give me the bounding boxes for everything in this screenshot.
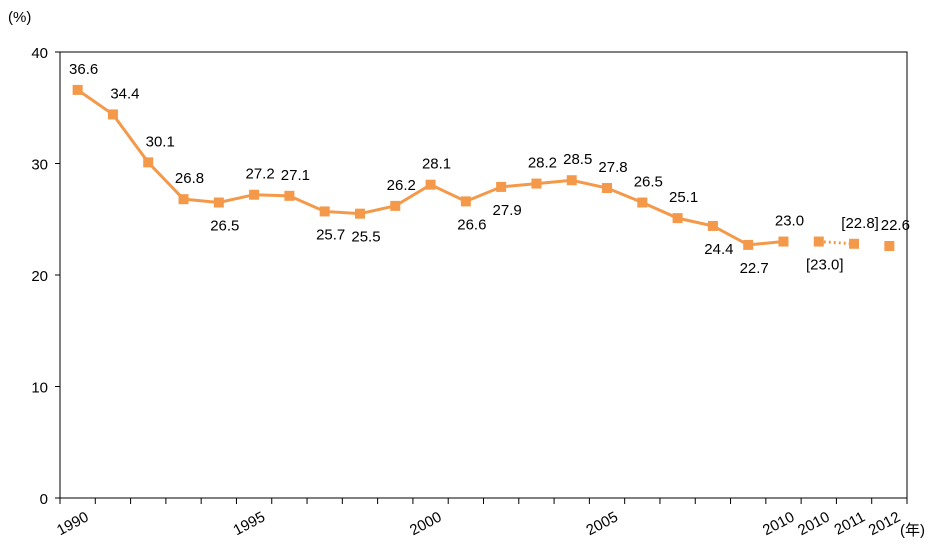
data-label: 27.8 (598, 159, 627, 176)
y-tick-label: 20 (31, 268, 48, 285)
data-label: 25.7 (316, 226, 345, 243)
marker (354, 208, 365, 219)
data-label: 26.5 (634, 174, 663, 191)
data-label: 27.9 (493, 202, 522, 219)
x-tick-label: 2012 (866, 509, 903, 540)
marker (107, 109, 118, 120)
x-axis-label: (年) (900, 522, 925, 539)
data-label: 24.4 (704, 241, 733, 258)
marker (284, 190, 295, 201)
x-tick-label: 2011 (831, 509, 867, 539)
data-label: 22.7 (740, 260, 769, 277)
data-label: 23.0 (775, 213, 804, 230)
data-label: 36.6 (69, 61, 98, 78)
x-tick-label: 1990 (54, 509, 91, 540)
marker (566, 175, 577, 186)
y-tick-label: 30 (31, 157, 48, 174)
marker (425, 179, 436, 190)
data-label: 28.1 (422, 156, 451, 173)
data-label: 22.6 (881, 217, 910, 234)
data-label: 26.6 (457, 216, 486, 233)
x-tick-label: 2000 (407, 509, 444, 540)
data-label: [23.0] (806, 257, 844, 274)
marker (778, 236, 789, 247)
x-tick-label: 1995 (231, 509, 268, 540)
x-tick-label: 2010 (760, 509, 797, 540)
marker (143, 157, 154, 168)
x-tick-label: 2010 (795, 509, 832, 540)
data-label: 27.1 (281, 167, 310, 184)
data-label: 25.5 (351, 229, 380, 246)
line-segment (818, 240, 855, 246)
data-label: 26.8 (175, 170, 204, 187)
data-label: 28.5 (563, 151, 592, 168)
data-label: 26.5 (210, 218, 239, 235)
y-tick-label: 10 (31, 380, 48, 397)
marker (496, 181, 507, 192)
data-label: 25.1 (669, 189, 698, 206)
marker (884, 241, 895, 252)
y-tick-label: 40 (31, 45, 48, 62)
plot-frame (59, 51, 908, 499)
marker (460, 196, 471, 207)
data-label: 27.2 (246, 166, 275, 183)
marker (602, 183, 613, 194)
marker (213, 197, 224, 208)
y-tick-label: 0 (40, 491, 48, 508)
marker (72, 84, 83, 95)
x-tick-label: 2005 (583, 509, 620, 540)
data-label: 26.2 (387, 177, 416, 194)
marker (249, 189, 260, 200)
marker (178, 194, 189, 205)
data-label: 28.2 (528, 155, 557, 172)
marker (849, 238, 860, 249)
data-label: [22.8] (841, 215, 879, 232)
marker (707, 220, 718, 231)
marker (637, 197, 648, 208)
marker (531, 178, 542, 189)
data-label: 34.4 (110, 85, 139, 102)
marker (672, 213, 683, 224)
data-label: 30.1 (146, 133, 175, 150)
marker (390, 200, 401, 211)
marker (813, 236, 824, 247)
y-axis-label: (%) (8, 9, 31, 26)
marker (743, 239, 754, 250)
marker (319, 206, 330, 217)
